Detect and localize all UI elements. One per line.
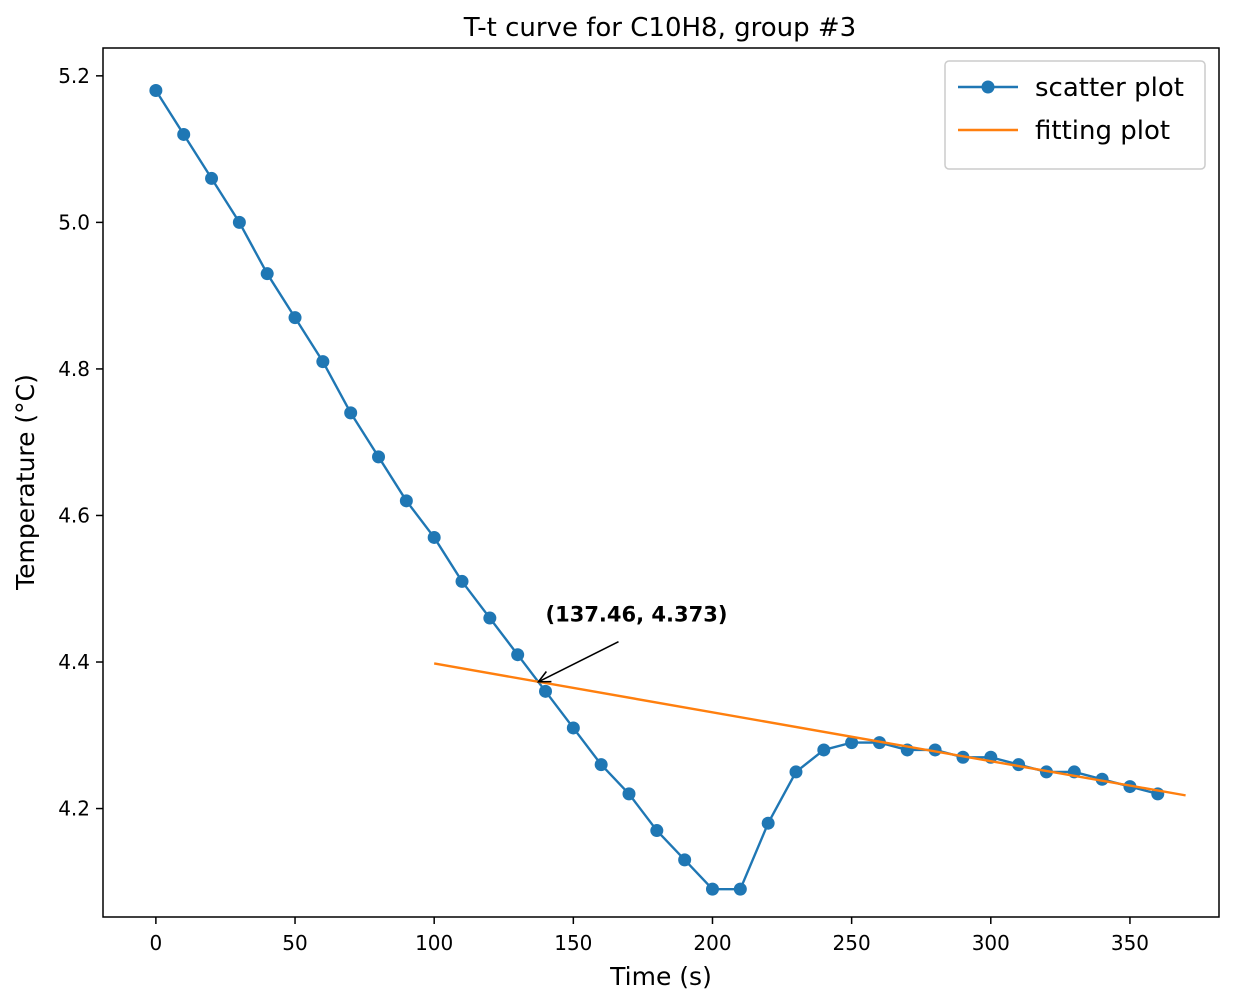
y-axis-ticks: 4.2 4.4 4.6 4.8 5.0 5.2 (58, 64, 103, 821)
data-point (288, 311, 302, 325)
data-point (372, 450, 386, 464)
data-point (177, 127, 191, 141)
data-point (817, 743, 831, 757)
x-tick-label: 150 (554, 931, 592, 955)
plot-frame (102, 47, 1220, 918)
data-point (316, 355, 330, 369)
legend: scatter plot fitting plot (944, 60, 1206, 170)
y-tick-label: 5.2 (58, 64, 90, 88)
data-point (705, 882, 719, 896)
data-point (845, 736, 859, 750)
data-point (733, 882, 747, 896)
data-point (232, 215, 246, 229)
y-axis-label: Temperature (°C) (11, 374, 40, 591)
data-point (761, 816, 775, 830)
data-point (427, 530, 441, 544)
y-tick-label: 4.2 (58, 797, 90, 821)
x-axis-label: Time (s) (609, 962, 712, 991)
x-tick-label: 300 (972, 931, 1010, 955)
series-line-fitting-plot (433, 662, 1186, 797)
y-tick-label: 4.4 (58, 650, 90, 674)
annotation-label: (137.46, 4.373) (546, 603, 728, 627)
data-point (455, 574, 469, 588)
annotation-arrowhead (536, 671, 552, 683)
data-point (622, 787, 636, 801)
data-point (149, 83, 163, 97)
data-point (205, 171, 219, 185)
data-point (789, 765, 803, 779)
legend-label: scatter plot (1035, 73, 1184, 103)
x-tick-label: 200 (693, 931, 731, 955)
y-tick-label: 4.6 (58, 503, 90, 527)
series-line-scatter-plot (154, 89, 1159, 891)
data-point (399, 494, 413, 508)
data-point (678, 853, 692, 867)
legend-marker (981, 80, 995, 94)
data-point (539, 684, 553, 698)
series-layer (149, 83, 1186, 896)
x-tick-label: 350 (1111, 931, 1149, 955)
data-point (650, 824, 664, 838)
data-point (260, 267, 274, 281)
x-tick-label: 100 (415, 931, 453, 955)
annotation-layer: (137.46, 4.373) (536, 603, 728, 683)
x-tick-label: 250 (833, 931, 871, 955)
x-tick-label: 0 (150, 931, 163, 955)
data-point (483, 611, 497, 625)
chart-title: T-t curve for C10H8, group #3 (463, 13, 856, 43)
x-tick-label: 50 (282, 931, 307, 955)
y-tick-label: 4.8 (58, 357, 90, 381)
legend-label: fitting plot (1035, 116, 1170, 146)
y-tick-label: 5.0 (58, 210, 90, 234)
data-point (511, 648, 525, 662)
data-point (344, 406, 358, 420)
annotation-arrow (538, 641, 619, 683)
data-point (594, 758, 608, 772)
data-point (566, 721, 580, 735)
x-axis-ticks: 0 50 100 150 200 250 300 350 (150, 917, 1149, 955)
